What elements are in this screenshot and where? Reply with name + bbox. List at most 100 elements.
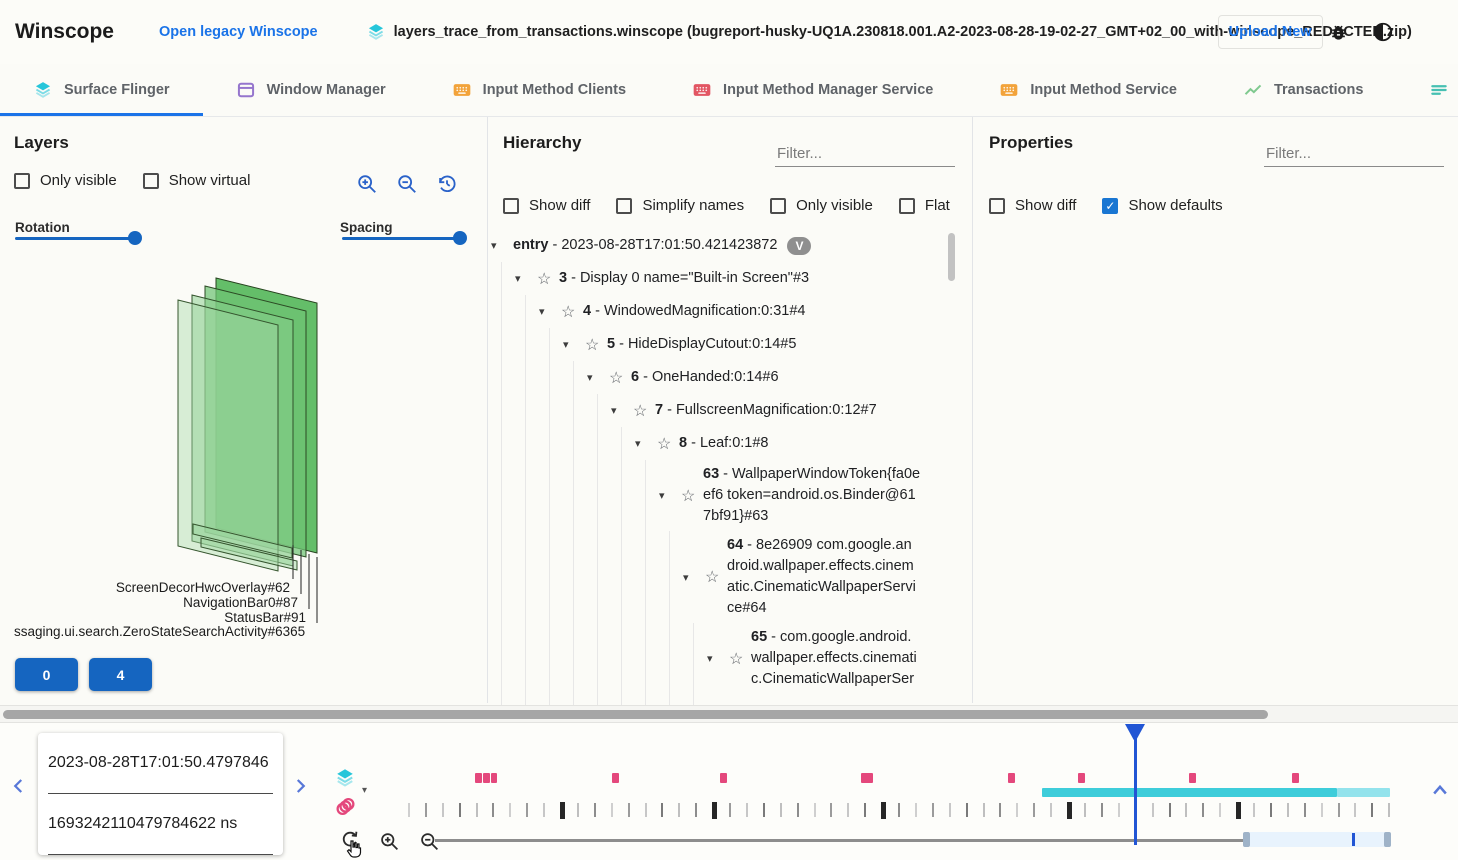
tab-input-method-manager-service[interactable]: Input Method Manager Service (659, 64, 966, 116)
transition-event-mark[interactable] (1189, 773, 1196, 783)
checkbox-show-diff[interactable]: Show diff (989, 197, 1076, 214)
reset-3d-view-icon[interactable] (436, 173, 458, 200)
tree-node-65[interactable]: ▾ ☆ 65 - com.google.android.wallpaper.effe… (487, 623, 957, 694)
pin-star-icon[interactable]: ☆ (729, 650, 744, 668)
checkbox-show-diff[interactable]: Show diff (503, 197, 590, 214)
checkbox-unchecked-icon[interactable] (770, 197, 787, 214)
checkbox-only-visible[interactable]: Only visible (14, 172, 117, 189)
expand-arrow-icon[interactable]: ▾ (611, 405, 617, 417)
checkbox-unchecked-icon[interactable] (989, 197, 1005, 214)
timeline-cursor-line[interactable] (1134, 725, 1137, 845)
tab-input-method-clients[interactable]: Input Method Clients (419, 64, 659, 116)
collapse-timeline-button[interactable] (1430, 781, 1450, 806)
range-slider-selection[interactable] (1250, 832, 1390, 847)
transitions-trace-icon[interactable] (334, 795, 357, 823)
checkbox-simplify-names[interactable]: Simplify names (616, 197, 744, 214)
expand-arrow-icon[interactable]: ▾ (539, 306, 545, 318)
expand-arrow-icon[interactable]: ▾ (707, 653, 713, 665)
tab-input-method-service[interactable]: Input Method Service (966, 64, 1210, 116)
range-slider-track[interactable] (435, 839, 1245, 842)
range-slider-left-handle[interactable] (1243, 832, 1250, 847)
pin-star-icon[interactable]: ☆ (537, 270, 552, 288)
spacing-slider-track[interactable] (342, 237, 460, 240)
checkbox-unchecked-icon[interactable] (14, 172, 30, 189)
transition-event-mark[interactable] (612, 773, 619, 783)
timeline-cursor-handle[interactable] (1124, 724, 1146, 746)
rotation-slider-thumb[interactable] (128, 231, 142, 245)
trace-selector-caret-icon[interactable]: ▾ (362, 785, 368, 796)
range-slider-right-handle[interactable] (1384, 832, 1391, 847)
transition-event-mark[interactable] (1078, 773, 1085, 783)
checkbox-show-virtual[interactable]: Show virtual (142, 172, 250, 189)
transition-event-mark[interactable] (1292, 773, 1299, 783)
transition-event-mark[interactable] (483, 773, 490, 783)
checkbox-checked-icon[interactable]: ✓ (1102, 197, 1119, 214)
expand-arrow-icon[interactable]: ▾ (515, 273, 521, 285)
transition-event-mark[interactable] (861, 773, 873, 783)
properties-filter-input[interactable] (1264, 141, 1444, 167)
timestamp-human-input[interactable]: 2023-08-28T17:01:50.4797846 (48, 733, 273, 794)
tab-transactions[interactable]: Transactions (1210, 64, 1396, 116)
expand-arrow-icon[interactable]: ▾ (635, 438, 641, 450)
surface-flinger-trace-icon[interactable] (334, 767, 356, 794)
transition-span-bar-end[interactable] (1337, 788, 1390, 797)
display-button-4[interactable]: 4 (89, 658, 152, 691)
upload-new-button[interactable]: Upload New (1217, 15, 1323, 49)
hierarchy-filter-input[interactable] (775, 141, 955, 167)
tree-node-63[interactable]: ▾ ☆ 63 - WallpaperWindowToken{fa0eef6 toke… (487, 460, 957, 531)
expand-arrow-icon[interactable]: ▾ (491, 240, 497, 252)
open-legacy-link[interactable]: Open legacy Winscope (159, 24, 318, 40)
tab-window-manager[interactable]: Window Manager (203, 64, 419, 116)
tree-node-64[interactable]: ▾ ☆ 64 - 8e26909 com.google.android.wallpa… (487, 531, 957, 623)
next-entry-button[interactable] (291, 777, 309, 800)
expand-arrow-icon[interactable]: ▾ (683, 571, 689, 584)
tree-node-7[interactable]: ▾ ☆ 7 - FullscreenMagnification:0:12#7 (487, 394, 957, 427)
timeline-ruler[interactable] (0, 723, 1458, 860)
pin-star-icon[interactable]: ☆ (561, 303, 576, 321)
pin-star-icon[interactable]: ☆ (609, 369, 624, 387)
checkbox-only-visible[interactable]: Only visible (770, 197, 873, 214)
rotation-slider-track[interactable] (15, 237, 135, 240)
tree-node-8[interactable]: ▾ ☆ 8 - Leaf:0:1#8 (487, 427, 957, 460)
pin-star-icon[interactable]: ☆ (705, 569, 720, 586)
checkbox-unchecked-icon[interactable] (142, 172, 159, 189)
expand-arrow-icon[interactable]: ▾ (587, 372, 593, 384)
expand-arrow-icon[interactable]: ▾ (563, 339, 569, 351)
tree-node-3[interactable]: ▾ ☆ 3 - Display 0 name="Built-in Screen"#3 (487, 262, 957, 295)
transition-event-mark[interactable] (1008, 773, 1015, 783)
display-button-0[interactable]: 0 (15, 658, 78, 691)
pin-star-icon[interactable]: ☆ (633, 402, 648, 420)
spacing-slider-thumb[interactable] (453, 231, 467, 245)
tab-surface-flinger[interactable]: Surface Flinger (0, 64, 203, 116)
pin-star-icon[interactable]: ☆ (657, 435, 672, 453)
tree-node-entry[interactable]: ▾ entry - 2023-08-28T17:01:50.421423872 V (487, 229, 957, 262)
zoom-out-timeline-button[interactable] (419, 831, 440, 857)
transition-event-mark[interactable] (475, 773, 482, 783)
previous-entry-button[interactable] (10, 777, 28, 800)
scene-label: NavigationBar0#87 (183, 595, 298, 610)
timestamp-ns-input[interactable]: 1693242110479784622 ns (48, 794, 273, 855)
bug-report-icon[interactable] (1329, 23, 1348, 42)
hierarchy-scrollbar[interactable] (948, 233, 955, 281)
trace-entry-tick (1253, 803, 1255, 817)
checkbox-unchecked-icon[interactable] (898, 197, 915, 214)
zoom-in-timeline-button[interactable] (379, 831, 400, 857)
tree-node-5[interactable]: ▾ ☆ 5 - HideDisplayCutout:0:14#5 (487, 328, 957, 361)
checkbox-unchecked-icon[interactable] (503, 197, 519, 214)
expand-arrow-icon[interactable]: ▾ (659, 490, 665, 502)
transition-event-mark[interactable] (720, 773, 727, 783)
horizontal-scrollbar-thumb[interactable] (3, 710, 1268, 719)
tab-protolog[interactable]: ProtoLog (1396, 64, 1458, 116)
tree-node-6[interactable]: ▾ ☆ 6 - OneHanded:0:14#6 (487, 361, 957, 394)
transition-span-bar[interactable] (1042, 788, 1337, 797)
tree-node-4[interactable]: ▾ ☆ 4 - WindowedMagnification:0:31#4 (487, 295, 957, 328)
transition-event-mark[interactable] (491, 773, 497, 783)
pin-star-icon[interactable]: ☆ (585, 336, 600, 354)
checkbox-show-defaults[interactable]: ✓ Show defaults (1102, 197, 1223, 214)
dark-mode-toggle-icon[interactable] (1372, 21, 1394, 43)
zoom-out-3d-icon[interactable] (396, 173, 418, 200)
checkbox-flat[interactable]: Flat (898, 197, 950, 214)
zoom-in-3d-icon[interactable] (356, 173, 378, 200)
checkbox-unchecked-icon[interactable] (616, 197, 633, 214)
pin-star-icon[interactable]: ☆ (681, 487, 696, 505)
